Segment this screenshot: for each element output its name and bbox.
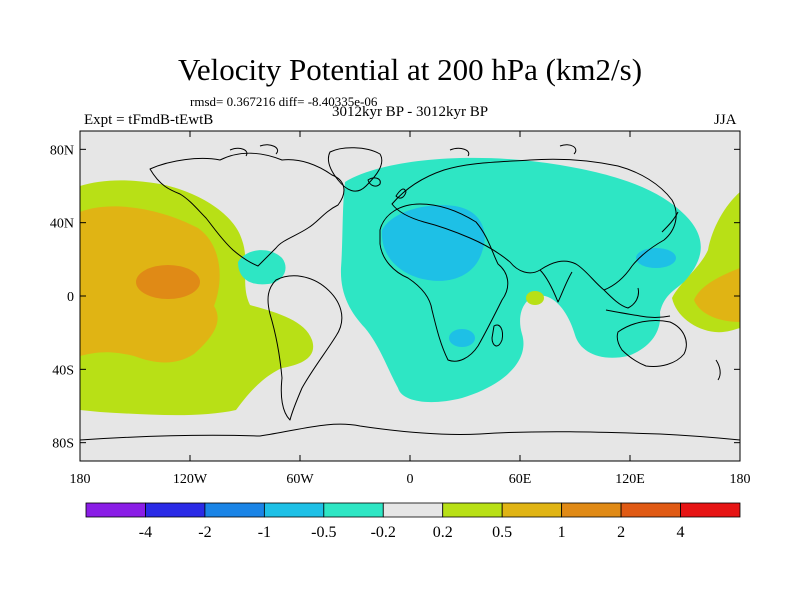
- colorbar-label-6: 0.5: [492, 524, 512, 541]
- colorbar-swatch-3: [263, 502, 325, 518]
- coastline-greenland: [327, 147, 383, 192]
- anomaly-pacific-core: [136, 265, 200, 299]
- season-label: JJA: [714, 112, 737, 128]
- colorbar-label-9: 4: [677, 524, 685, 541]
- coastlines: [79, 144, 741, 441]
- colorbar-label-7: 1: [558, 524, 566, 541]
- colorbar-swatch-9: [620, 502, 681, 518]
- x-tick-label-2: 60W: [286, 472, 314, 487]
- coastline-india: [539, 269, 573, 303]
- coastline-new-zealand: [715, 359, 721, 381]
- axis-ticks: 180 120W 60W 0 60E 120E 180 80N 40N 0 40S 80S: [50, 131, 751, 487]
- chart-title: Velocity Potential at 200 hPa (km2/s): [177, 52, 643, 87]
- colorbar-swatch-2: [204, 502, 265, 518]
- coastline-indonesia: [605, 309, 671, 318]
- x-tick-label-1: 120W: [173, 472, 208, 487]
- colorbar-swatch-4: [323, 502, 384, 518]
- coastline-japan: [661, 211, 679, 233]
- colorbar-swatch-10: [680, 502, 741, 518]
- coastline-australia: [616, 319, 687, 367]
- colorbar-label-8: 2: [617, 524, 625, 541]
- coastline-arctic-islands: [229, 144, 577, 157]
- anomaly-southeast-africa: [449, 329, 475, 347]
- anomaly-caribbean-negative: [238, 250, 286, 285]
- colorbar-label-3: -0.5: [311, 524, 336, 541]
- anomaly-west-pacific-orange: [694, 268, 740, 322]
- coastline-eurasia: [391, 158, 677, 291]
- experiment-label: Expt = tFmdB-tEwtB: [84, 112, 214, 128]
- colorbar-label-1: -2: [198, 524, 211, 541]
- coastline-africa: [379, 203, 509, 362]
- coastline-iceland: [367, 177, 381, 187]
- x-tick-label-0: 180: [70, 472, 91, 487]
- colorbar-label-2: -1: [258, 524, 271, 541]
- x-tick-label-3: 0: [407, 472, 414, 487]
- coastline-madagascar: [491, 324, 503, 347]
- colorbar-swatch-7: [501, 502, 563, 518]
- coastline-south-america: [267, 275, 343, 421]
- coastline-uk: [395, 188, 407, 199]
- colorbar-swatch-0: [85, 502, 146, 518]
- anomaly-fields: [80, 157, 740, 416]
- y-tick-label-2: 0: [67, 290, 74, 305]
- colorbar-label-5: 0.2: [433, 524, 453, 541]
- colorbar: -4 -2 -1 -0.5 -0.2 0.2 0.5 1 2 4: [85, 502, 741, 541]
- x-tick-label-6: 180: [730, 472, 751, 487]
- y-tick-label-3: 40S: [52, 363, 74, 378]
- stats-text: rmsd= 0.367216 diff= -8.40335e-06: [190, 94, 378, 109]
- x-tick-label-5: 120E: [615, 472, 645, 487]
- colorbar-swatch-6: [442, 502, 503, 518]
- x-tick-label-4: 60E: [509, 472, 532, 487]
- y-tick-label-4: 80S: [52, 437, 74, 452]
- anomaly-sahara-core: [381, 205, 485, 281]
- plot-area: [79, 130, 741, 462]
- coastline-north-america: [149, 152, 345, 267]
- y-tick-label-0: 80N: [50, 143, 74, 158]
- colorbar-swatch-8: [561, 502, 622, 518]
- y-tick-label-1: 40N: [50, 217, 74, 232]
- colorbar-swatch-5: [382, 502, 444, 518]
- anomaly-indian-ocean-positive: [526, 291, 544, 305]
- coastline-southeast-asia: [603, 287, 639, 309]
- colorbar-swatch-1: [145, 502, 206, 518]
- colorbar-label-4: -0.2: [371, 524, 396, 541]
- coastline-antarctica: [79, 423, 741, 441]
- anomaly-east-asia: [636, 248, 676, 268]
- colorbar-label-0: -4: [139, 524, 152, 541]
- period-label: 3012kyr BP - 3012kyr BP: [331, 104, 489, 120]
